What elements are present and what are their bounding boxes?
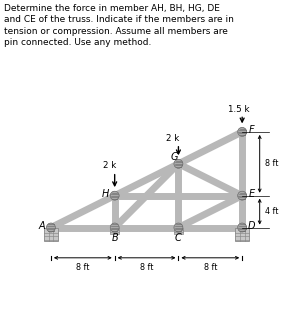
Circle shape [110, 223, 119, 232]
Circle shape [174, 223, 183, 232]
Circle shape [238, 223, 246, 232]
Bar [110, 228, 119, 234]
Bar [174, 228, 183, 234]
Circle shape [174, 159, 183, 168]
Circle shape [49, 225, 53, 230]
Text: C: C [175, 233, 182, 243]
Circle shape [238, 128, 246, 136]
Text: 2 k: 2 k [103, 161, 116, 170]
Circle shape [238, 191, 246, 200]
Text: Determine the force in member AH, BH, HG, DE
and CE of the truss. Indicate if th: Determine the force in member AH, BH, HG… [4, 4, 234, 47]
Text: 1.5 k: 1.5 k [228, 105, 249, 113]
Text: D: D [248, 221, 255, 231]
Text: E: E [249, 189, 255, 199]
Text: 8 ft: 8 ft [265, 159, 279, 168]
Text: 8 ft: 8 ft [76, 263, 89, 272]
Circle shape [238, 191, 246, 200]
Circle shape [238, 223, 246, 232]
Circle shape [110, 191, 119, 200]
Text: A: A [39, 221, 45, 231]
Circle shape [47, 223, 55, 232]
Circle shape [238, 128, 246, 136]
Circle shape [174, 223, 183, 232]
Text: F: F [249, 125, 255, 135]
Text: 4 ft: 4 ft [265, 207, 279, 216]
Text: 2 k: 2 k [166, 134, 180, 143]
Circle shape [47, 223, 55, 232]
Circle shape [110, 223, 119, 232]
Text: 8 ft: 8 ft [204, 263, 217, 272]
Circle shape [174, 159, 183, 168]
Bar [44, 228, 58, 241]
Bar [235, 228, 249, 241]
Circle shape [110, 191, 119, 200]
Text: 8 ft: 8 ft [140, 263, 153, 272]
Text: G: G [171, 152, 178, 162]
Text: B: B [111, 233, 118, 243]
Text: H: H [102, 189, 110, 199]
Circle shape [240, 225, 244, 230]
